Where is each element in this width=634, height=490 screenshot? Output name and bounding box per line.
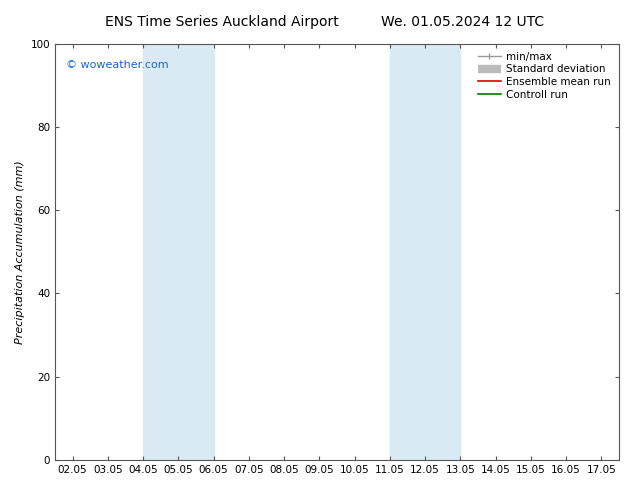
Legend: min/max, Standard deviation, Ensemble mean run, Controll run: min/max, Standard deviation, Ensemble me… [475,49,614,103]
Bar [390,44,460,460]
Bar [143,44,214,460]
Text: We. 01.05.2024 12 UTC: We. 01.05.2024 12 UTC [381,15,545,29]
Text: © woweather.com: © woweather.com [67,60,169,70]
Y-axis label: Precipitation Accumulation (mm): Precipitation Accumulation (mm) [15,160,25,343]
Text: ENS Time Series Auckland Airport: ENS Time Series Auckland Airport [105,15,339,29]
